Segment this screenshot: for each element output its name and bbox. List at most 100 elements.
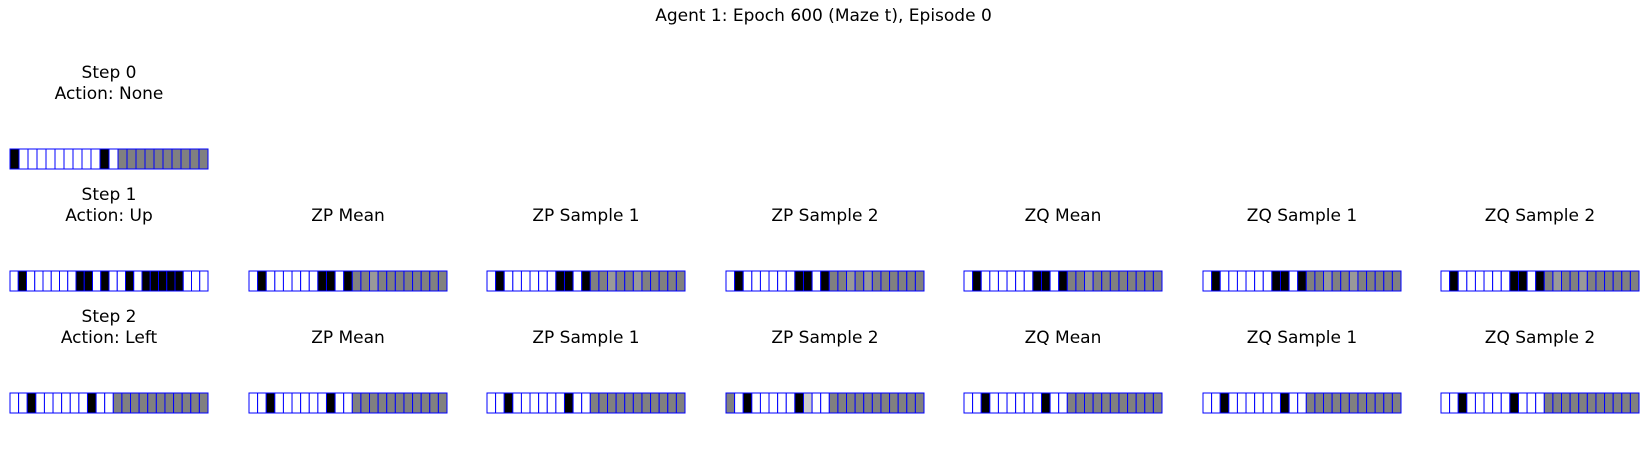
strip-cell [632, 270, 643, 292]
strip-cell [997, 392, 1008, 414]
strip-cell [495, 392, 505, 414]
strip-cell [282, 270, 293, 292]
strip-cell [308, 392, 319, 414]
strip-cell [126, 148, 137, 170]
strip-cell [1391, 392, 1402, 414]
strip-cell [820, 270, 830, 292]
strip-cell [785, 392, 796, 414]
strip-cell [308, 270, 319, 292]
strip-cell [1474, 392, 1485, 414]
strip-cell [1457, 270, 1468, 292]
strip-cell [1552, 392, 1563, 414]
strip-cell [1323, 392, 1333, 414]
strip-cell [199, 270, 209, 292]
strip-cell [1127, 392, 1137, 414]
strip-cell [742, 270, 753, 292]
strip-cell [334, 392, 345, 414]
strip-cell [1271, 392, 1281, 414]
strip-cell [1040, 392, 1051, 414]
strip-cell [116, 270, 126, 292]
strip-cell [846, 392, 856, 414]
strip-cell [429, 392, 439, 414]
strip-cell [1500, 270, 1511, 292]
strip-cell [1604, 392, 1614, 414]
strip-cell [546, 270, 557, 292]
strip-cell [248, 392, 259, 414]
strip-cell [248, 270, 259, 292]
strip-cell [641, 270, 652, 292]
strip-cell [1578, 270, 1588, 292]
strip-cell [360, 392, 371, 414]
strip-cell [963, 392, 974, 414]
strip-cell [794, 270, 804, 292]
strip-cell [1466, 392, 1476, 414]
strip-cell [589, 270, 600, 292]
strip-cell [26, 270, 36, 292]
strip-cell [300, 392, 310, 414]
strip-cell [972, 392, 982, 414]
strip-cell [1058, 392, 1068, 414]
strip-cell [377, 392, 388, 414]
strip-cell [35, 392, 45, 414]
strip-cell [1595, 270, 1606, 292]
strip-cell [1279, 392, 1290, 414]
strip-cell [1228, 392, 1238, 414]
strip-cell [317, 270, 327, 292]
strip-cell [811, 270, 822, 292]
strip-cell [437, 270, 448, 292]
panel-title: ZP Mean [311, 206, 385, 226]
strip-cell [520, 270, 531, 292]
strip-cell [1144, 392, 1154, 414]
strip-cell [1449, 270, 1459, 292]
strip-cell [1629, 270, 1640, 292]
strip-cell [828, 392, 839, 414]
strip-cell [104, 392, 114, 414]
strip-cell [1219, 270, 1230, 292]
strip-cell [1245, 392, 1256, 414]
strip-cell [45, 148, 56, 170]
strip-cell [1621, 392, 1631, 414]
strip-cell [36, 148, 47, 170]
strip-cell [75, 270, 85, 292]
strip-cell [1305, 270, 1316, 292]
strip-cell [624, 270, 634, 292]
strip-cell [785, 270, 796, 292]
strip-cell [598, 270, 609, 292]
strip-cell [624, 392, 634, 414]
strip-cell [1135, 392, 1146, 414]
strip-cell [1612, 392, 1623, 414]
strip-cell [1006, 392, 1017, 414]
strip-cell [1526, 270, 1537, 292]
strip-cell [897, 392, 908, 414]
strip-cell [1245, 270, 1256, 292]
strip-cell [1578, 392, 1588, 414]
strip-cell [386, 392, 396, 414]
strip-cell [59, 270, 69, 292]
panel-title: ZP Sample 1 [532, 206, 640, 226]
strip-cell [581, 270, 591, 292]
figure-title: Agent 1: Epoch 600 (Maze t), Episode 0 [655, 6, 992, 26]
strip-cell [63, 148, 74, 170]
strip-cell [563, 392, 574, 414]
strip-cell [403, 392, 414, 414]
strip-cell [1483, 270, 1494, 292]
strip-cell [429, 270, 439, 292]
strip-cell [1612, 270, 1623, 292]
strip-cell [86, 392, 97, 414]
strip-cell [1254, 270, 1264, 292]
strip-cell [980, 392, 991, 414]
strip-cell [1075, 270, 1086, 292]
strip-cell [1500, 392, 1511, 414]
strip-cell [1357, 270, 1368, 292]
strip-cell [751, 270, 761, 292]
strip-cell [83, 270, 93, 292]
strip-cell [667, 392, 677, 414]
strip-cell [1569, 392, 1580, 414]
strip-cell [166, 270, 176, 292]
strip-cell [889, 392, 899, 414]
strip-cell [742, 392, 753, 414]
strip-cell [777, 392, 787, 414]
strip-cell [190, 392, 200, 414]
strip-cell [1340, 392, 1350, 414]
strip-cell [1366, 270, 1376, 292]
